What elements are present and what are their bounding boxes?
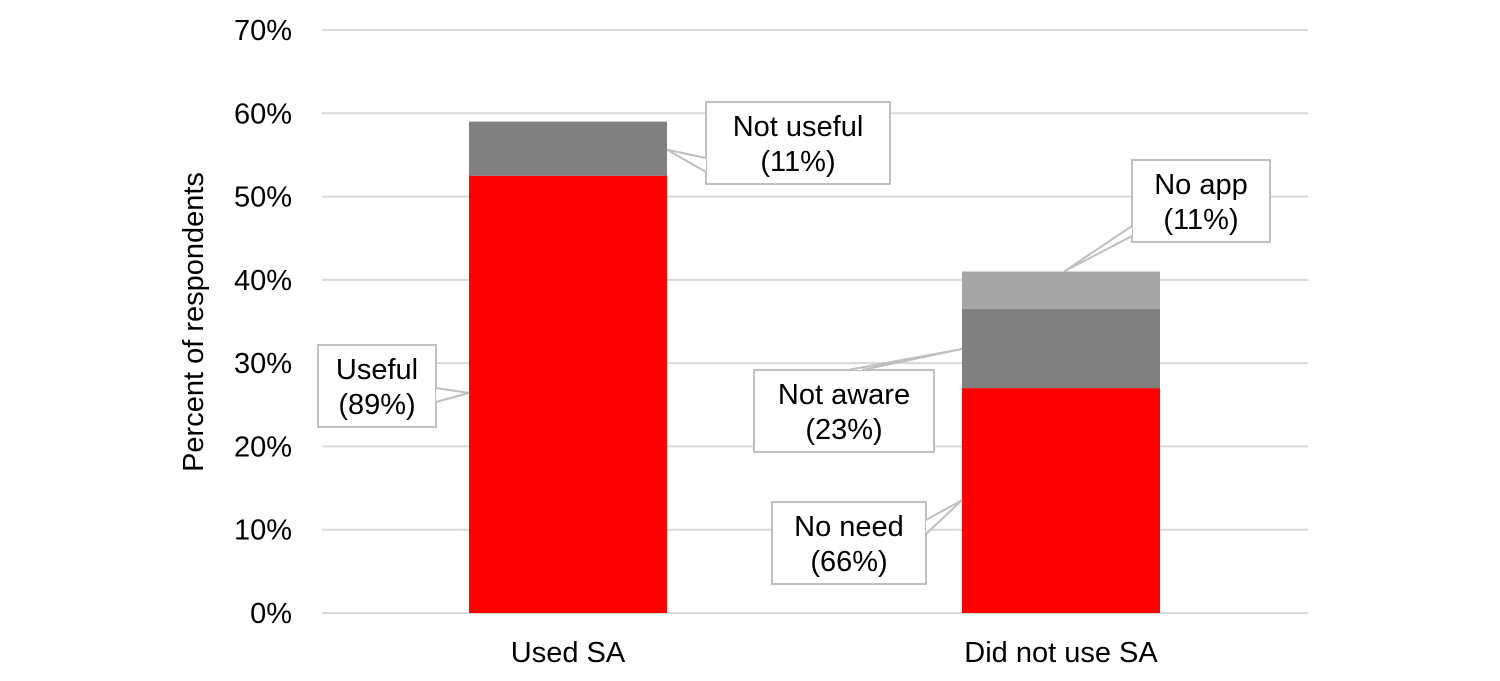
callout-box-useful [317, 344, 437, 428]
y-tick-label-40: 40% [234, 265, 292, 297]
callout-no-app: No app(11%) [1063, 159, 1271, 273]
data-label-not-aware-line-1: Not aware [778, 379, 910, 411]
data-label-not-aware-line-2: (23%) [805, 414, 882, 446]
callout-no-need: No need(66%) [771, 499, 963, 585]
y-tick-label-10: 10% [234, 515, 292, 547]
callout-not-useful: Not useful(11%) [666, 101, 891, 185]
y-tick-label-0: 0% [250, 598, 292, 630]
bar-segment-did-not-use-sa-no-need [962, 388, 1160, 613]
callout-not-aware: Not aware(23%) [753, 348, 963, 453]
data-label-not-useful-line-2: (11%) [760, 146, 835, 178]
bars [469, 121, 1160, 613]
y-tick-label-50: 50% [234, 182, 292, 214]
callout-pointer-fill-useful [436, 388, 469, 402]
callouts: Useful(89%)Not useful(11%)No app(11%)Not… [317, 101, 1271, 585]
data-label-no-need-line-2: (66%) [810, 546, 887, 578]
data-label-not-useful-line-1: Not useful [733, 111, 864, 143]
data-label-useful-line-1: Useful [336, 354, 418, 386]
callout-pointer-not-aware [847, 348, 963, 371]
data-label-no-app-line-2: (11%) [1163, 204, 1238, 236]
data-label-no-need-line-1: No need [794, 511, 904, 543]
y-axis-title: Percent of respondents [178, 172, 210, 472]
y-tick-label-70: 70% [234, 15, 292, 47]
callout-pointer-no-app [1063, 225, 1133, 273]
y-tick-label-60: 60% [234, 98, 292, 130]
callout-box-no-need [771, 501, 927, 585]
callout-useful: Useful(89%) [317, 344, 470, 428]
x-tick-label-used-sa: Used SA [511, 637, 626, 669]
bar-segment-did-not-use-sa-no-app [962, 271, 1160, 310]
x-axis-ticks: Used SA Did not use SA [511, 637, 1159, 669]
bar-segment-used-sa-useful [469, 175, 667, 613]
data-label-no-app-line-1: No app [1154, 169, 1248, 201]
bar-segment-used-sa-not-useful [469, 121, 667, 176]
callout-pointer-not-useful [666, 148, 707, 173]
data-label-useful-line-2: (89%) [338, 389, 415, 421]
x-tick-label-did-not-use-sa: Did not use SA [964, 637, 1158, 669]
y-axis-ticks: 0% 10% 20% 30% 40% 50% 60% 70% [234, 15, 292, 630]
callout-pointer-useful [435, 387, 470, 403]
bar-segment-did-not-use-sa-not-aware [962, 309, 1160, 389]
callout-box-not-aware [753, 369, 935, 453]
y-tick-label-30: 30% [234, 348, 292, 380]
callout-box-no-app [1131, 159, 1271, 243]
callout-pointer-no-need [925, 499, 963, 535]
callout-box-not-useful [705, 101, 891, 185]
y-tick-label-20: 20% [234, 431, 292, 463]
